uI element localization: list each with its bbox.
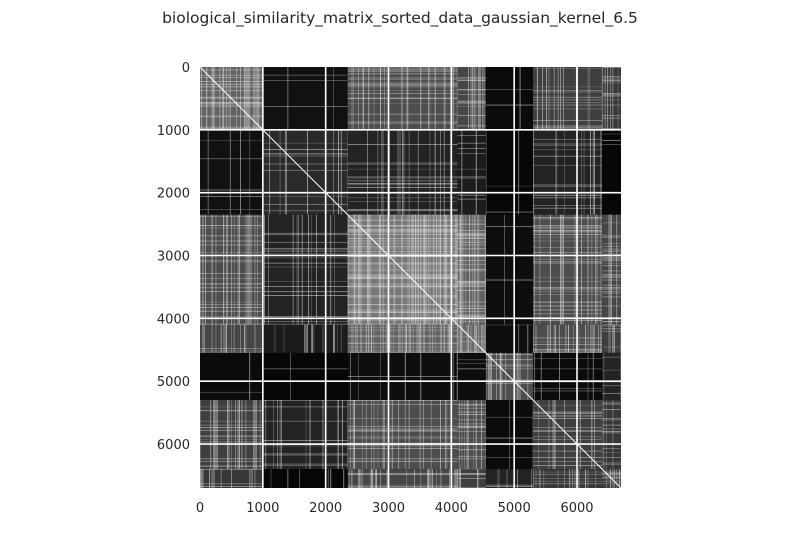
heatmap-block-1-4 — [485, 129, 534, 215]
heatmap-block-0-1 — [262, 67, 348, 130]
heatmap-block-4-6 — [602, 352, 622, 401]
plot-area — [199, 66, 622, 489]
y-tick-label: 5000 — [157, 375, 190, 390]
heatmap-block-0-6 — [602, 67, 621, 130]
heatmap-block-4-0 — [200, 352, 263, 401]
x-tick-label: 4000 — [435, 501, 468, 516]
heatmap-block-1-2 — [347, 129, 458, 215]
heatmap-block-6-4 — [485, 469, 534, 488]
y-tick-label: 1000 — [157, 124, 190, 139]
heatmap-block-5-2 — [347, 400, 458, 470]
heatmap-block-0-4 — [485, 67, 534, 130]
heatmap-block-5-4 — [485, 400, 534, 470]
heatmap-block-6-2 — [347, 469, 458, 489]
x-tick-label: 5000 — [498, 501, 531, 516]
heatmap-block-3-1 — [262, 324, 348, 353]
y-tick-label: 2000 — [157, 187, 190, 202]
heatmap-block-3-4 — [485, 324, 534, 353]
heatmap-block-3-2 — [347, 324, 458, 353]
y-tick-label: 6000 — [157, 438, 190, 453]
heatmap-block-4-2 — [347, 352, 458, 401]
x-tick-label: 3000 — [372, 501, 405, 516]
heatmap-block-2-5 — [533, 214, 603, 325]
heatmap-block-3-5 — [533, 324, 603, 353]
heatmap-block-0-3 — [457, 67, 486, 131]
heatmap-block-6-0 — [200, 469, 263, 488]
x-tick-label: 6000 — [560, 501, 593, 516]
heatmap-block-1-5 — [533, 129, 603, 215]
heatmap-block-0-5 — [533, 67, 603, 131]
heatmap-block-4-5 — [533, 352, 603, 401]
heatmap-block-5-1 — [262, 400, 349, 470]
chart-title: biological_similarity_matrix_sorted_data… — [162, 9, 638, 28]
heatmap-block-4-3 — [457, 352, 486, 401]
heatmap-block-5-6 — [602, 400, 621, 470]
heatmap-block-5-0 — [200, 400, 263, 470]
heatmap-block-2-1 — [262, 214, 348, 325]
heatmap-block-2-3 — [457, 214, 486, 325]
heatmap-block-0-2 — [347, 67, 458, 130]
heatmap-block-4-1 — [262, 352, 348, 401]
heatmap-block-1-6 — [602, 129, 621, 215]
heatmap-block-6-5 — [533, 469, 603, 488]
heatmap-block-3-0 — [200, 324, 263, 353]
heatmap-block-5-3 — [457, 400, 486, 470]
x-tick-label: 1000 — [246, 501, 279, 516]
heatmap-block-2-6 — [602, 214, 621, 325]
y-tick-label: 3000 — [157, 250, 190, 265]
heatmap-block-1-3 — [457, 129, 486, 215]
diagonal-line — [199, 66, 622, 489]
heatmap-block-2-0 — [200, 214, 264, 325]
heatmap-block-6-1 — [262, 469, 348, 488]
y-axis-ticks: 0 1000 2000 3000 4000 5000 6000 — [157, 61, 190, 453]
heatmap-block-3-6 — [602, 324, 622, 353]
heatmap-block-2-4 — [485, 214, 534, 325]
y-tick-label: 4000 — [157, 312, 190, 327]
x-axis-ticks: 0 1000 2000 3000 4000 5000 6000 — [196, 501, 594, 516]
heatmap-block-6-3 — [457, 469, 486, 489]
x-tick-label: 2000 — [309, 501, 342, 516]
y-tick-label: 0 — [182, 61, 190, 76]
heatmap-block-1-0 — [200, 129, 263, 215]
x-tick-label: 0 — [196, 501, 204, 516]
